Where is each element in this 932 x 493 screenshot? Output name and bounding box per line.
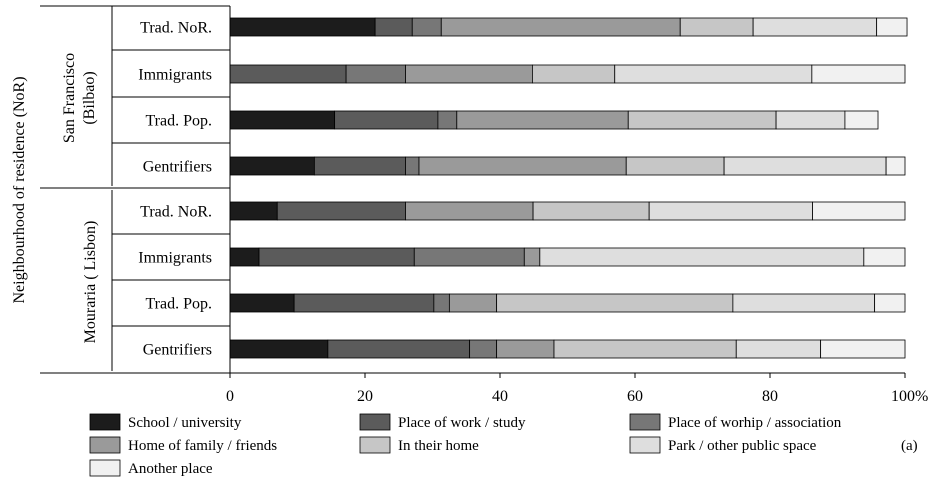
x-tick-label-6: 100% — [891, 388, 928, 405]
bar-segment-7-7 — [874, 293, 906, 313]
bar-segment-6-3 — [413, 247, 525, 267]
legend-label-6: Park / other public space — [668, 438, 817, 454]
bar-segment-1-6 — [752, 17, 878, 37]
category-label-7: Trad. Pop. — [145, 296, 212, 313]
bar-segment-5-5 — [532, 201, 650, 221]
bar-segment-4-3 — [405, 156, 420, 176]
bar-segment-4-1 — [229, 156, 315, 176]
category-label-1: Trad. NoR. — [140, 20, 212, 37]
bar-segment-6-7 — [863, 247, 906, 267]
bar-segment-1-3 — [411, 17, 442, 37]
bar-segment-4-2 — [313, 156, 406, 176]
group-label-1-line-1: San Francisco — [61, 53, 78, 143]
legend-label-2: Place of work / study — [398, 415, 526, 431]
bar-segment-5-1 — [229, 201, 278, 221]
bar-segment-7-1 — [229, 293, 295, 313]
bar-segment-8-7 — [820, 339, 906, 359]
legend-swatch-7 — [89, 459, 121, 477]
bar-segment-4-5 — [625, 156, 725, 176]
bar-segment-3-4 — [456, 110, 629, 130]
bar-segment-4-4 — [418, 156, 627, 176]
bar-segment-2-4 — [405, 64, 533, 84]
category-label-4: Gentrifiers — [143, 159, 212, 176]
category-label-5: Trad. NoR. — [140, 204, 212, 221]
bar-segment-8-5 — [553, 339, 737, 359]
bar-segment-4-7 — [885, 156, 906, 176]
group-label-1-line-2: (Bilbao) — [81, 71, 98, 124]
bar-segment-1-7 — [876, 17, 908, 37]
bar-segment-2-6 — [614, 64, 813, 84]
legend-swatch-4 — [89, 436, 121, 454]
bar-segment-8-2 — [327, 339, 471, 359]
group-label-2: Mouraria ( Lisbon) — [82, 221, 99, 344]
bar-segment-2-5 — [532, 64, 616, 84]
bar-segment-7-4 — [448, 293, 498, 313]
legend-label-1: School / university — [128, 415, 242, 431]
x-tick-label-5: 80 — [762, 388, 778, 405]
legend-swatch-6 — [629, 436, 661, 454]
bar-segment-8-4 — [496, 339, 555, 359]
bar-segment-6-1 — [229, 247, 260, 267]
bar-segment-1-1 — [229, 17, 376, 37]
bar-segment-6-6 — [539, 247, 865, 267]
bar-segment-8-1 — [229, 339, 329, 359]
bar-segment-1-5 — [679, 17, 754, 37]
bar-segment-3-3 — [437, 110, 458, 130]
legend-swatch-1 — [89, 413, 121, 431]
legend-label-5: In their home — [398, 438, 479, 454]
bar-segment-1-4 — [440, 17, 681, 37]
bar-segment-3-2 — [334, 110, 439, 130]
bar-segment-3-1 — [229, 110, 336, 130]
category-label-8: Gentrifiers — [143, 342, 212, 359]
bar-segment-1-2 — [374, 17, 413, 37]
x-tick-label-3: 40 — [492, 388, 508, 405]
bar-segment-2-7 — [811, 64, 906, 84]
bar-segment-3-7 — [844, 110, 879, 130]
legend-swatch-5 — [359, 436, 391, 454]
bar-segment-8-6 — [735, 339, 822, 359]
bar-segment-7-5 — [496, 293, 734, 313]
category-label-3: Trad. Pop. — [145, 113, 212, 130]
group-label-1: San Francisco (Bilbao) — [61, 53, 98, 143]
x-tick-label-1: 0 — [226, 388, 234, 405]
bar-segment-6-2 — [258, 247, 415, 267]
bar-segment-2-2 — [229, 64, 347, 84]
bar-segment-7-6 — [732, 293, 876, 313]
bar-segment-8-3 — [469, 339, 498, 359]
panel-label: (a) — [901, 438, 918, 454]
legend-swatch-3 — [629, 413, 661, 431]
category-label-2: Immigrants — [138, 67, 212, 84]
bar-segment-3-5 — [627, 110, 777, 130]
bar-segment-6-4 — [523, 247, 541, 267]
x-tick-label-4: 60 — [627, 388, 643, 405]
bar-segment-7-2 — [293, 293, 435, 313]
legend-label-7: Another place — [128, 461, 213, 477]
x-tick-label-2: 20 — [357, 388, 373, 405]
bar-segment-7-3 — [433, 293, 450, 313]
legend-label-3: Place of worhip / association — [668, 415, 842, 431]
bar-segment-5-7 — [812, 201, 906, 221]
bar-segment-3-6 — [775, 110, 846, 130]
bar-segment-5-4 — [405, 201, 534, 221]
bar-segment-4-6 — [723, 156, 887, 176]
outer-axis-label: Neighbourhood of residence (NoR) — [11, 76, 28, 303]
category-label-6: Immigrants — [138, 250, 212, 267]
bar-segment-5-6 — [648, 201, 813, 221]
legend-swatch-2 — [359, 413, 391, 431]
bar-segment-5-2 — [276, 201, 406, 221]
legend-label-4: Home of family / friends — [128, 438, 277, 454]
bar-segment-2-3 — [345, 64, 406, 84]
